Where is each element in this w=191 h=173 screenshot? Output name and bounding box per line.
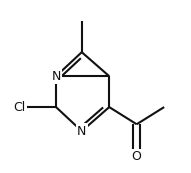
Text: N: N (51, 70, 61, 83)
Text: Cl: Cl (13, 101, 25, 114)
Text: O: O (132, 150, 142, 163)
Text: N: N (77, 125, 87, 138)
